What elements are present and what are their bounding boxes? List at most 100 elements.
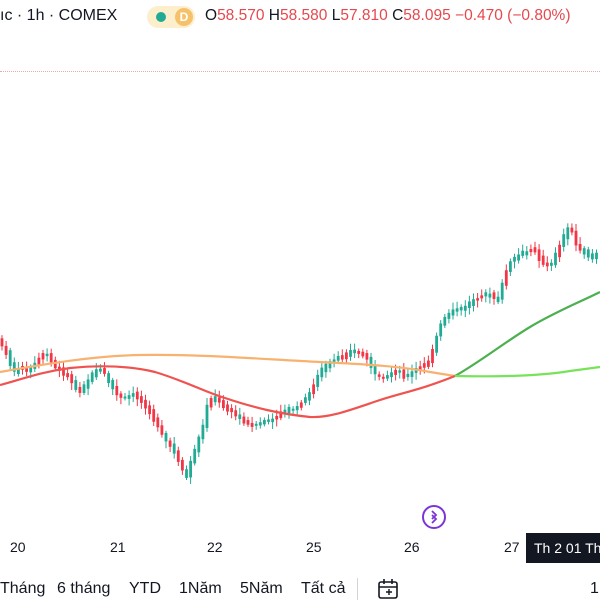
candle-body [304, 397, 307, 403]
candle-body [431, 349, 434, 364]
candle-body [140, 396, 143, 403]
candle-body [70, 374, 74, 384]
candle-body [308, 392, 311, 401]
candle-body [402, 369, 406, 379]
range-button[interactable]: 1Năm [179, 580, 222, 597]
close-value: 58.095 [403, 7, 451, 24]
candle-body [152, 409, 156, 422]
candle-body [86, 379, 90, 389]
candle-body [349, 350, 352, 357]
candle-body [545, 262, 549, 267]
candle-body [193, 448, 197, 464]
candle-body [328, 361, 332, 369]
candle-body [201, 424, 205, 440]
candle-body [386, 375, 389, 379]
candle-body [287, 406, 291, 414]
high-value: 58.580 [280, 7, 328, 24]
candle-body [558, 244, 561, 258]
candle-body [181, 459, 184, 471]
range-button[interactable]: Tất cả [301, 580, 346, 597]
candle-body [103, 368, 106, 374]
candle-body [476, 298, 479, 301]
candle-body [226, 404, 229, 412]
candle-body [41, 353, 45, 360]
open-key: O [205, 7, 218, 24]
candle-body [242, 416, 246, 424]
candle-body [586, 249, 590, 258]
candle-body [271, 418, 274, 423]
candle-body [484, 292, 488, 297]
range-button[interactable]: YTD [129, 580, 161, 597]
candle-body [410, 371, 414, 377]
delayed-badge: D [175, 8, 193, 26]
candle-body [517, 254, 520, 261]
candle-body [90, 372, 94, 382]
candle-body [189, 460, 192, 478]
candle-body [291, 408, 295, 411]
candle-body [99, 368, 102, 372]
candle-body [209, 398, 213, 408]
candle-body [418, 366, 422, 370]
candle-body [570, 227, 574, 233]
x-tick-label: 22 [207, 539, 223, 555]
candle-body [45, 353, 49, 357]
candle-body [4, 345, 8, 355]
candles [0, 223, 598, 484]
toolbar-right-label[interactable]: 1 [590, 580, 599, 597]
candle-body [230, 408, 233, 413]
candle-body [369, 356, 373, 368]
high-key: H [268, 7, 280, 24]
price-chart[interactable] [0, 0, 600, 560]
candle-body [164, 432, 168, 442]
range-button[interactable]: 5Năm [240, 580, 283, 597]
candle-body [435, 335, 438, 353]
candle-body [496, 296, 500, 303]
candle-body [160, 425, 164, 435]
candle-body [299, 402, 303, 408]
candle-body [176, 450, 180, 462]
ma-green-line [454, 291, 600, 377]
market-status-pill[interactable]: D [147, 6, 195, 28]
candle-body [439, 323, 443, 337]
candle-body [316, 374, 320, 387]
candle-body [390, 372, 393, 378]
candle-body [406, 373, 410, 377]
candle-body [53, 359, 57, 369]
candle-body [135, 391, 139, 400]
calendar-icon[interactable] [377, 578, 401, 600]
candle-body [275, 415, 279, 420]
candle-body [463, 305, 467, 311]
candle-body [353, 349, 356, 354]
candle-body [562, 234, 566, 247]
candle-body [17, 368, 20, 375]
x-axis: 20 21 22 25 26 27 [0, 539, 600, 559]
candle-body [422, 363, 426, 368]
candle-body [25, 368, 28, 372]
scroll-to-realtime-icon[interactable] [420, 503, 448, 531]
range-button[interactable]: 6 tháng [57, 580, 111, 597]
candle-body [74, 380, 78, 390]
candle-body [513, 256, 516, 262]
candle-body [451, 309, 455, 316]
candle-body [578, 243, 582, 251]
candle-body [295, 406, 299, 411]
candle-body [591, 253, 594, 260]
candle-body [582, 248, 586, 255]
market-open-dot-icon [156, 12, 166, 22]
candle-body [427, 360, 430, 367]
candle-body [488, 293, 492, 298]
candle-body [283, 409, 287, 414]
candle-body [336, 355, 340, 361]
candle-body [447, 312, 451, 319]
candle-body [472, 299, 475, 306]
candle-body [66, 373, 69, 378]
candle-body [332, 359, 336, 364]
chart-header: ıc · 1h · COMEX D O58.570 H58.580 L57.81… [0, 0, 600, 34]
candle-body [222, 400, 225, 409]
candle-body [521, 250, 525, 256]
range-button[interactable]: Tháng [0, 580, 46, 597]
open-value: 58.570 [217, 7, 265, 24]
price-line [0, 71, 600, 72]
candle-body [455, 308, 459, 312]
candle-body [500, 282, 504, 300]
